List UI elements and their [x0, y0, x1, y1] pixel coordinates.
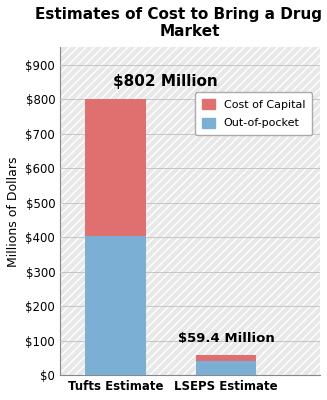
Bar	[85, 98, 146, 236]
Bar	[196, 361, 256, 375]
Text: $802 Million: $802 Million	[113, 74, 218, 89]
Bar	[196, 355, 256, 361]
Title: Estimates of Cost to Bring a Drug to
Market: Estimates of Cost to Bring a Drug to Mar…	[35, 7, 327, 39]
Text: $59.4 Million: $59.4 Million	[178, 332, 274, 345]
Bar	[85, 236, 146, 375]
Legend: Cost of Capital, Out-of-pocket: Cost of Capital, Out-of-pocket	[195, 92, 312, 135]
Y-axis label: Millions of Dollars: Millions of Dollars	[7, 156, 20, 266]
